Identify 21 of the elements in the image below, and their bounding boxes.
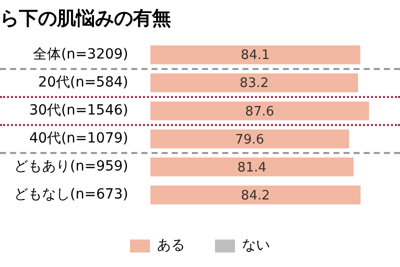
data-label: 84.2 xyxy=(240,188,270,204)
bar xyxy=(150,158,354,176)
data-label: 87.6 xyxy=(245,104,274,120)
data-label: 81.4 xyxy=(237,160,266,176)
bar xyxy=(150,101,370,120)
legend-label: ある xyxy=(157,238,185,254)
bar xyxy=(150,129,350,148)
y-tick-label: 全体(n=3209) xyxy=(33,46,128,62)
data-label: 84.1 xyxy=(240,48,270,64)
y-tick-label: 20代(n=584) xyxy=(38,74,128,90)
bar xyxy=(150,186,361,204)
data-label: 83.2 xyxy=(240,76,269,92)
y-tick-label: どもあり(n=959) xyxy=(14,158,128,175)
y-tick-label: どもなし(n=673) xyxy=(14,186,128,203)
data-label: 79.6 xyxy=(235,132,264,148)
legend-label: ない xyxy=(242,238,270,254)
y-tick-label: 40代(n=1079) xyxy=(29,130,128,147)
bar xyxy=(150,73,358,92)
bar xyxy=(150,45,360,64)
y-tick-label: 30代(n=1546) xyxy=(29,102,128,119)
chart-title: ら下の肌悩みの有無 xyxy=(0,7,171,30)
